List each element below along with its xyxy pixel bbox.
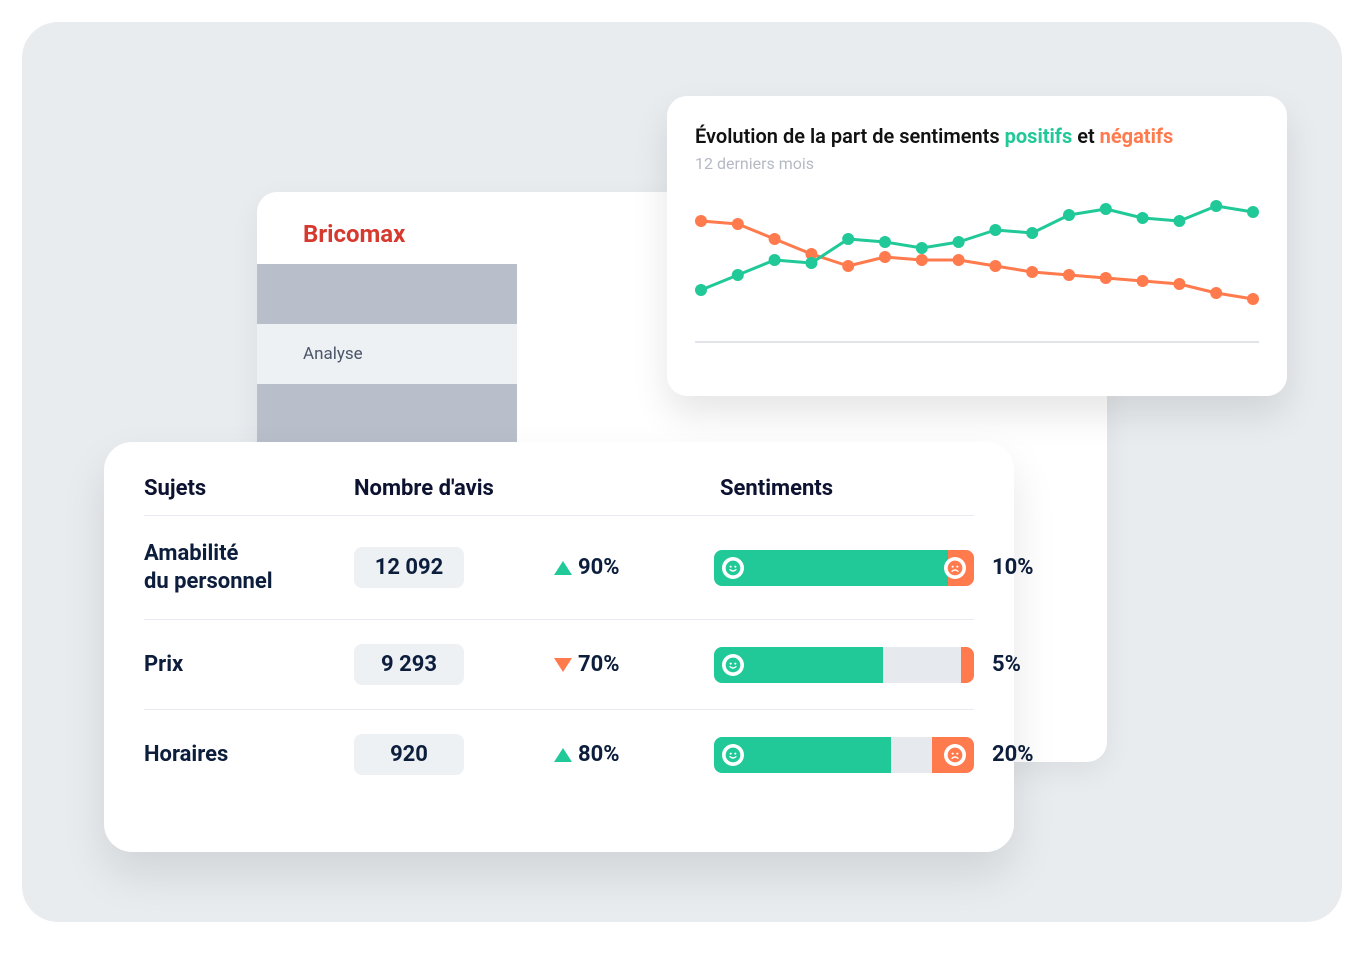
table-header-row: Sujets Nombre d'avis Sentiments — [144, 476, 974, 515]
negative-pct-label: 10% — [992, 555, 1046, 580]
table-row: Amabilitédu personnel12 09290%10% — [144, 515, 974, 619]
sentiment-bar — [714, 647, 974, 683]
smile-icon — [722, 654, 744, 676]
brand-title: Bricomax — [303, 220, 405, 248]
sentiment-bar — [714, 737, 974, 773]
trend-pct: 90% — [578, 555, 620, 580]
smile-icon — [722, 744, 744, 766]
negative-pct-label: 5% — [992, 652, 1046, 677]
chart-subtitle: 12 derniers mois — [695, 154, 1259, 173]
chart-title: Évolution de la part de sentiments posit… — [695, 124, 1259, 148]
row-count-cell: 920 — [354, 734, 554, 775]
row-count-cell: 9 293 — [354, 644, 554, 685]
frown-icon — [944, 744, 966, 766]
sentiment-line-chart — [695, 173, 1259, 343]
chart-title-negative-word: négatifs — [1100, 124, 1174, 148]
table-row: Prix9 29370%5% — [144, 619, 974, 709]
row-subject: Amabilitédu personnel — [144, 540, 354, 595]
topics-table-card: Sujets Nombre d'avis Sentiments Amabilit… — [104, 442, 1014, 852]
trend-down-icon — [554, 658, 572, 672]
sidebar: Analyse — [257, 264, 517, 444]
table-body: Amabilitédu personnel12 09290%10%Prix9 2… — [144, 515, 974, 799]
review-count-pill: 9 293 — [354, 644, 464, 685]
trend-indicator: 80% — [554, 742, 714, 767]
col-header-count: Nombre d'avis — [354, 476, 554, 501]
table-row: Horaires92080%20% — [144, 709, 974, 799]
col-header-subjects: Sujets — [144, 476, 354, 501]
stage: Bricomax Analyse Évolution de la part de… — [22, 22, 1342, 922]
sidebar-item-analyse[interactable]: Analyse — [257, 324, 517, 384]
trend-up-icon — [554, 748, 572, 762]
sidebar-item-label: Analyse — [303, 344, 363, 364]
sentiment-cell: 10% — [714, 550, 1046, 586]
row-count-cell: 12 092 — [354, 547, 554, 588]
sentiment-bar — [714, 550, 974, 586]
trend-up-icon — [554, 561, 572, 575]
smile-icon — [722, 557, 744, 579]
review-count-pill: 920 — [354, 734, 464, 775]
trend-indicator: 70% — [554, 652, 714, 677]
sentiment-bar-positive — [714, 550, 948, 586]
sentiment-bar-negative — [961, 647, 974, 683]
trend-pct: 70% — [578, 652, 620, 677]
frown-icon — [944, 557, 966, 579]
sidebar-item-placeholder[interactable] — [257, 384, 517, 444]
sidebar-item-placeholder[interactable] — [257, 264, 517, 324]
review-count-pill: 12 092 — [354, 547, 464, 588]
sentiment-chart-card: Évolution de la part de sentiments posit… — [667, 96, 1287, 396]
chart-title-mid: et — [1072, 124, 1099, 148]
sentiment-cell: 20% — [714, 737, 1046, 773]
trend-indicator: 90% — [554, 555, 714, 580]
row-subject: Horaires — [144, 741, 354, 769]
chart-title-prefix: Évolution de la part de sentiments — [695, 124, 1005, 148]
trend-pct: 80% — [578, 742, 620, 767]
chart-title-positive-word: positifs — [1005, 124, 1073, 148]
negative-pct-label: 20% — [992, 742, 1046, 767]
sentiment-cell: 5% — [714, 647, 1046, 683]
row-subject: Prix — [144, 651, 354, 679]
col-header-sentiments: Sentiments — [714, 476, 974, 501]
